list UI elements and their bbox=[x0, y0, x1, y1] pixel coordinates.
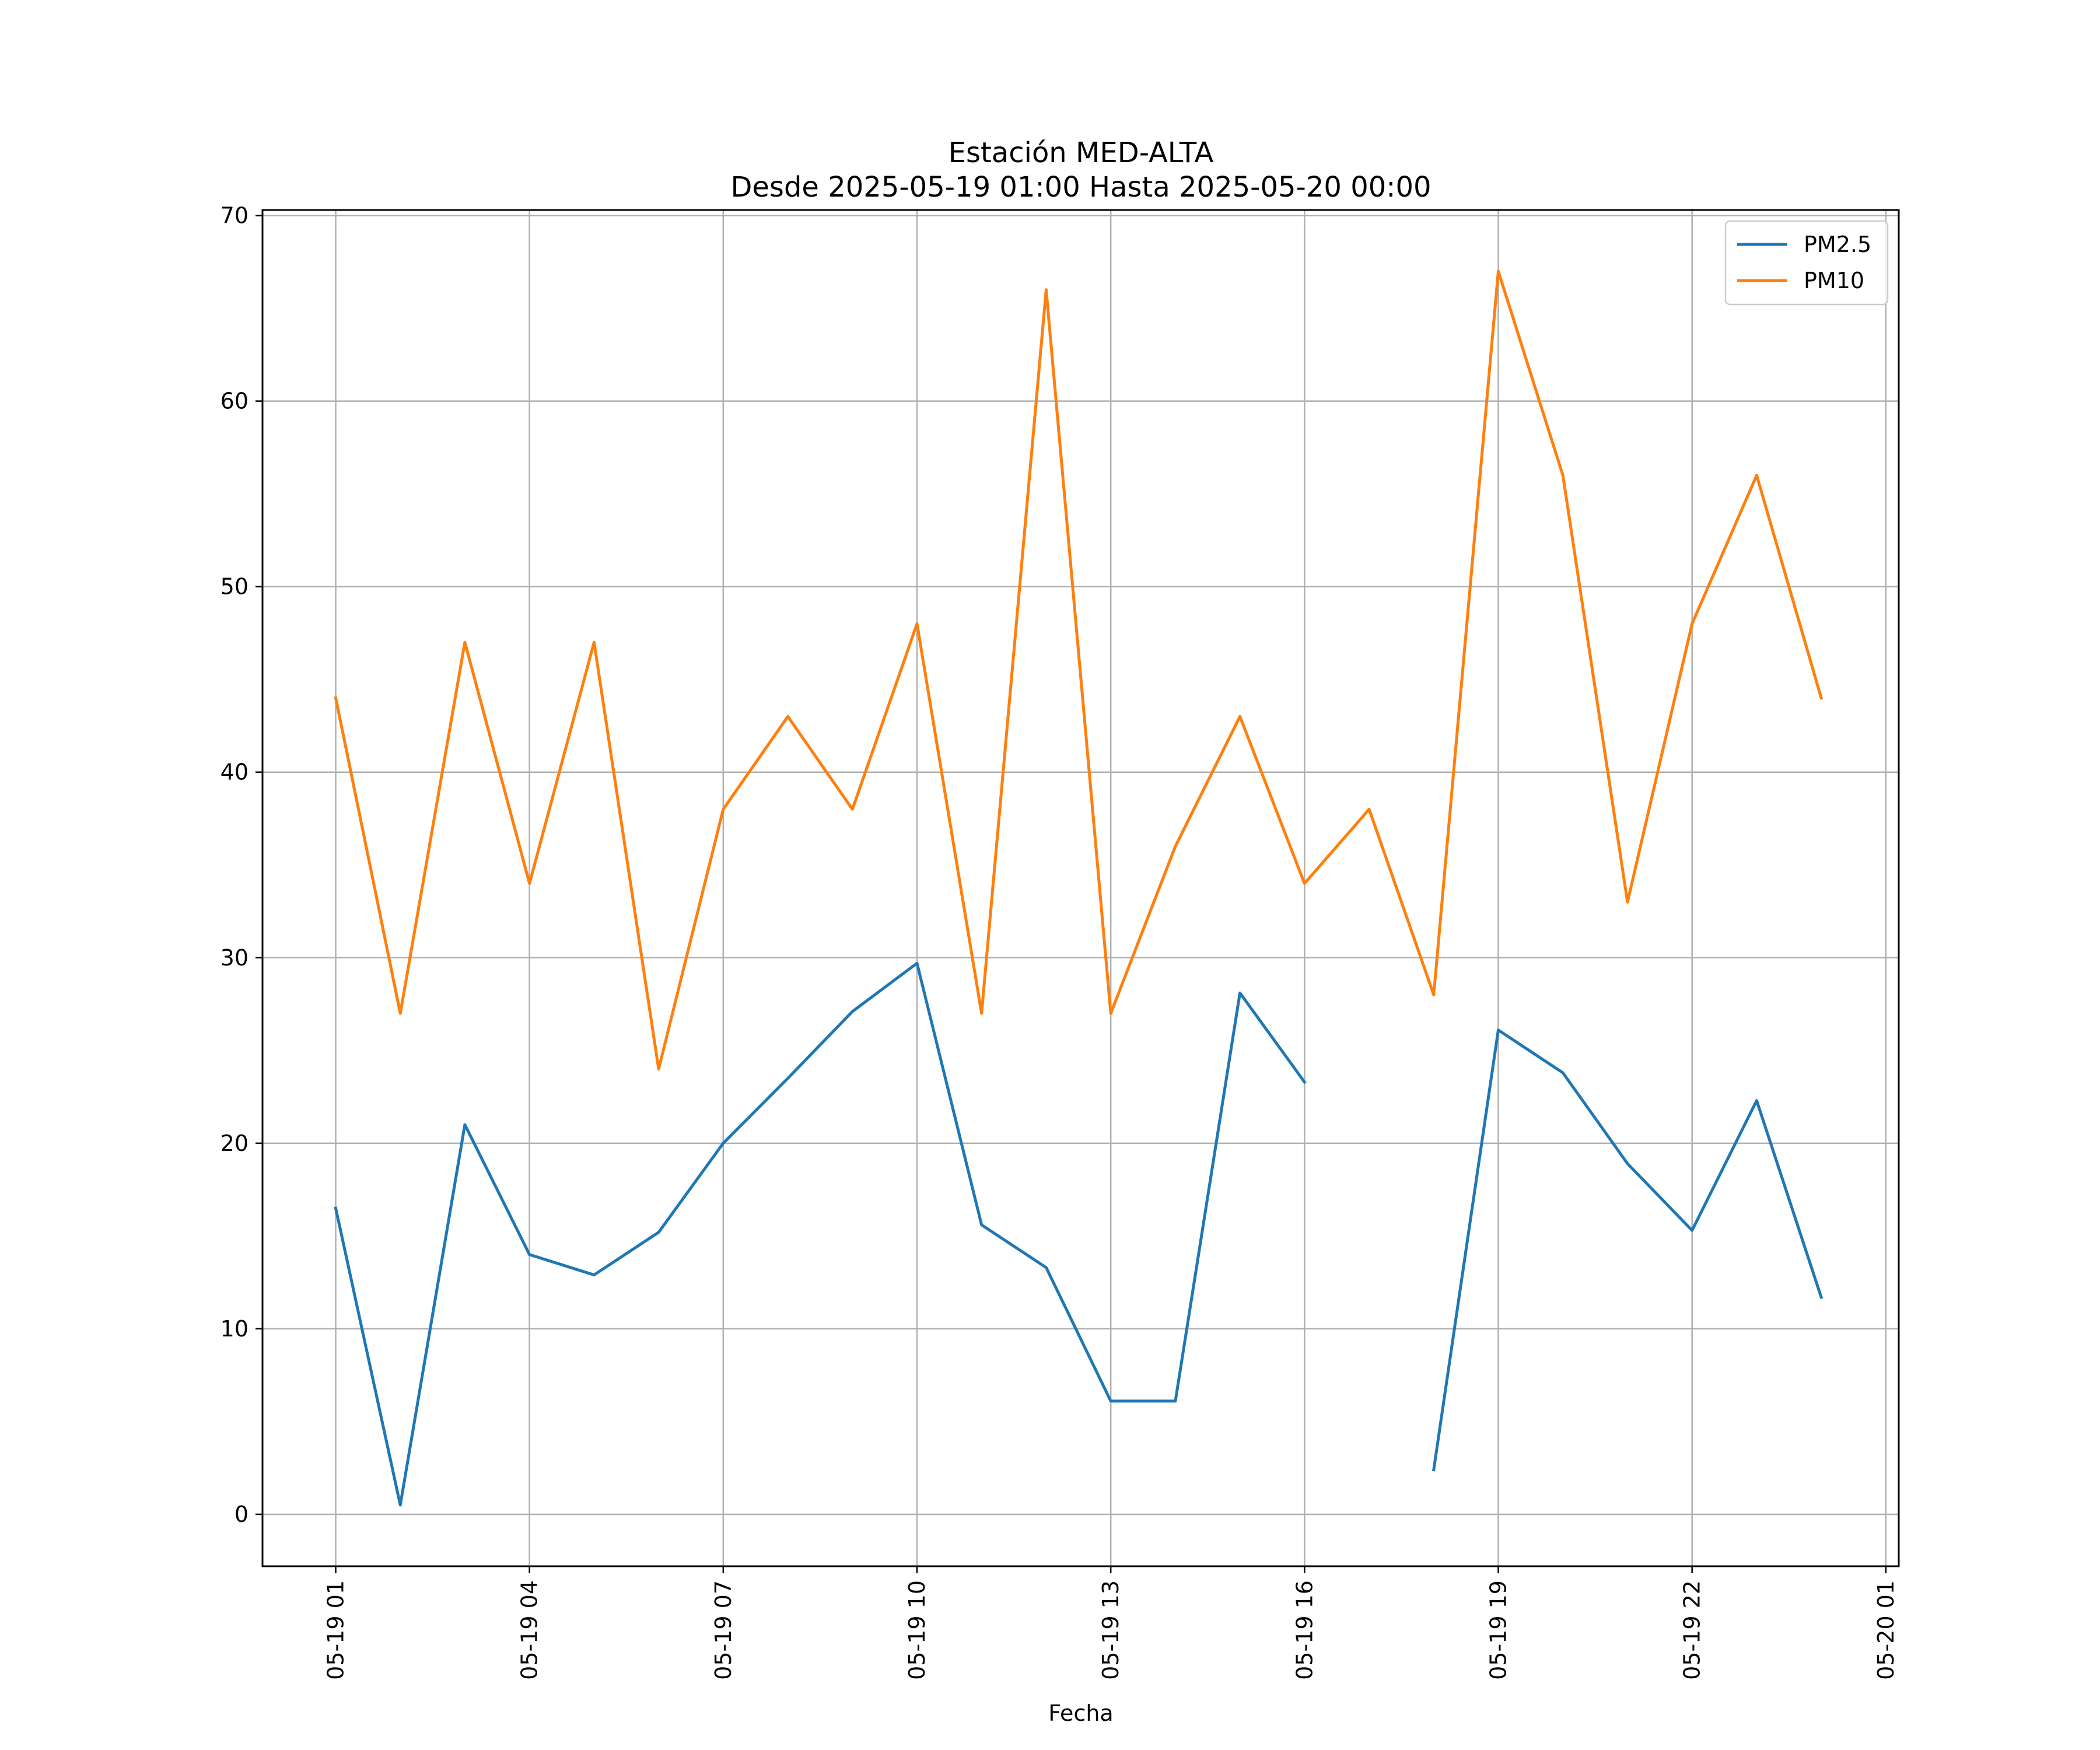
x-tick-label: 05-19 04 bbox=[517, 1580, 542, 1680]
chart-title-line1: Estación MED-ALTA bbox=[949, 136, 1214, 169]
x-tick-label: 05-19 16 bbox=[1292, 1580, 1317, 1680]
chart-title-line2: Desde 2025-05-19 01:00 Hasta 2025-05-20 … bbox=[730, 171, 1431, 204]
legend-box bbox=[1724, 220, 1889, 306]
legend-label-pm10: PM10 bbox=[1804, 268, 1864, 293]
y-tick-label: 70 bbox=[220, 203, 249, 229]
series-line-pm10 bbox=[334, 270, 1824, 1071]
x-tick-label: 05-19 10 bbox=[904, 1580, 930, 1680]
x-tick-label: 05-20 01 bbox=[1873, 1580, 1899, 1680]
x-axis-label: Fecha bbox=[1048, 1700, 1113, 1726]
plot-frame bbox=[261, 209, 1900, 1567]
y-tick-label: 0 bbox=[235, 1502, 249, 1527]
series-line-pm25 bbox=[334, 961, 1307, 1507]
series-layer bbox=[334, 270, 1824, 1507]
x-tick-label: 05-19 22 bbox=[1679, 1580, 1705, 1680]
y-tick-label: 50 bbox=[220, 574, 249, 600]
legend: PM2.5 PM10 bbox=[1724, 220, 1889, 306]
y-tick-label: 30 bbox=[220, 945, 249, 971]
x-tick-label: 05-19 13 bbox=[1098, 1580, 1124, 1680]
plot-area bbox=[262, 210, 1899, 1566]
x-tick-label: 05-19 07 bbox=[710, 1580, 736, 1680]
x-tick-label: 05-19 01 bbox=[323, 1580, 348, 1680]
y-tick-label: 60 bbox=[220, 388, 249, 414]
ticks-layer: 0 10 20 30 40 50 60 70 05-19 01 05-19 04 05-19 07 0… bbox=[220, 203, 1899, 1680]
grid-layer bbox=[262, 210, 1899, 1566]
y-tick-label: 10 bbox=[220, 1316, 249, 1342]
x-tick-label: 05-19 19 bbox=[1486, 1580, 1511, 1680]
legend-label-pm25: PM2.5 bbox=[1804, 232, 1871, 257]
y-tick-label: 20 bbox=[220, 1130, 249, 1156]
y-tick-label: 40 bbox=[220, 760, 249, 785]
series-line-pm25 bbox=[1432, 1028, 1824, 1472]
